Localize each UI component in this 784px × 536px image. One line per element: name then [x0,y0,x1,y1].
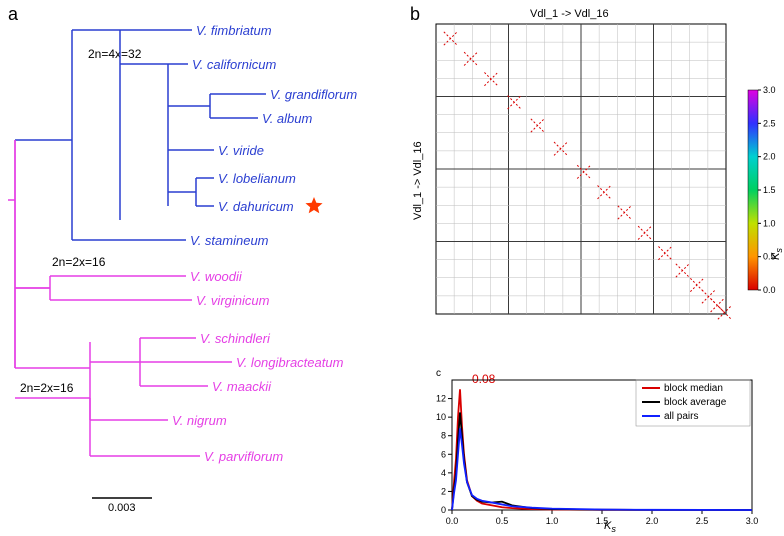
svg-text:all pairs: all pairs [664,411,698,422]
svg-text:10: 10 [436,412,446,422]
svg-text:1.0: 1.0 [546,516,559,526]
svg-text:2.0: 2.0 [763,152,776,162]
svg-text:block average: block average [664,397,727,408]
svg-text:4: 4 [441,468,446,478]
svg-text:1.0: 1.0 [763,218,776,228]
svg-text:0.5: 0.5 [496,516,509,526]
figure-svg: 0.0 0.5 1.0 1.5 2.0 2.5 3.0 0.0 0.5 1.0 1.5 2.0 2.5 3… [0,0,784,536]
svg-text:8: 8 [441,431,446,441]
svg-text:0.5: 0.5 [763,252,776,262]
svg-text:2: 2 [441,486,446,496]
svg-text:3.0: 3.0 [746,516,759,526]
svg-text:2.5: 2.5 [696,516,709,526]
svg-text:0.0: 0.0 [446,516,459,526]
svg-text:3.0: 3.0 [763,85,776,95]
svg-text:2.0: 2.0 [646,516,659,526]
svg-text:block median: block median [664,383,723,394]
svg-text:1.5: 1.5 [596,516,609,526]
svg-text:0: 0 [441,505,446,515]
svg-text:12: 12 [436,394,446,404]
svg-text:6: 6 [441,449,446,459]
svg-text:0.0: 0.0 [763,285,776,295]
svg-text:1.5: 1.5 [763,185,776,195]
svg-text:2.5: 2.5 [763,118,776,128]
